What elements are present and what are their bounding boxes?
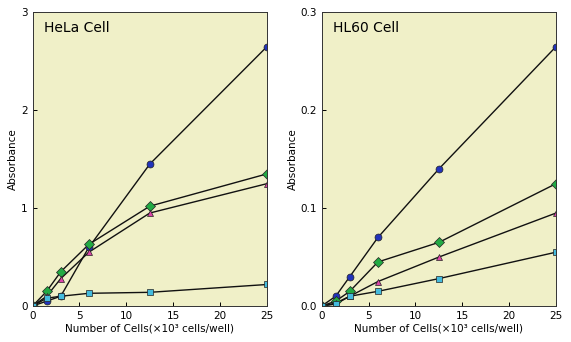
- X-axis label: Number of Cells(×10³ cells/well): Number of Cells(×10³ cells/well): [355, 324, 524, 334]
- Y-axis label: Absorbance: Absorbance: [9, 128, 18, 190]
- Y-axis label: Absorbance: Absorbance: [288, 128, 297, 190]
- Text: HeLa Cell: HeLa Cell: [45, 21, 110, 35]
- X-axis label: Number of Cells(×10³ cells/well): Number of Cells(×10³ cells/well): [65, 324, 234, 334]
- Text: HL60 Cell: HL60 Cell: [333, 21, 400, 35]
